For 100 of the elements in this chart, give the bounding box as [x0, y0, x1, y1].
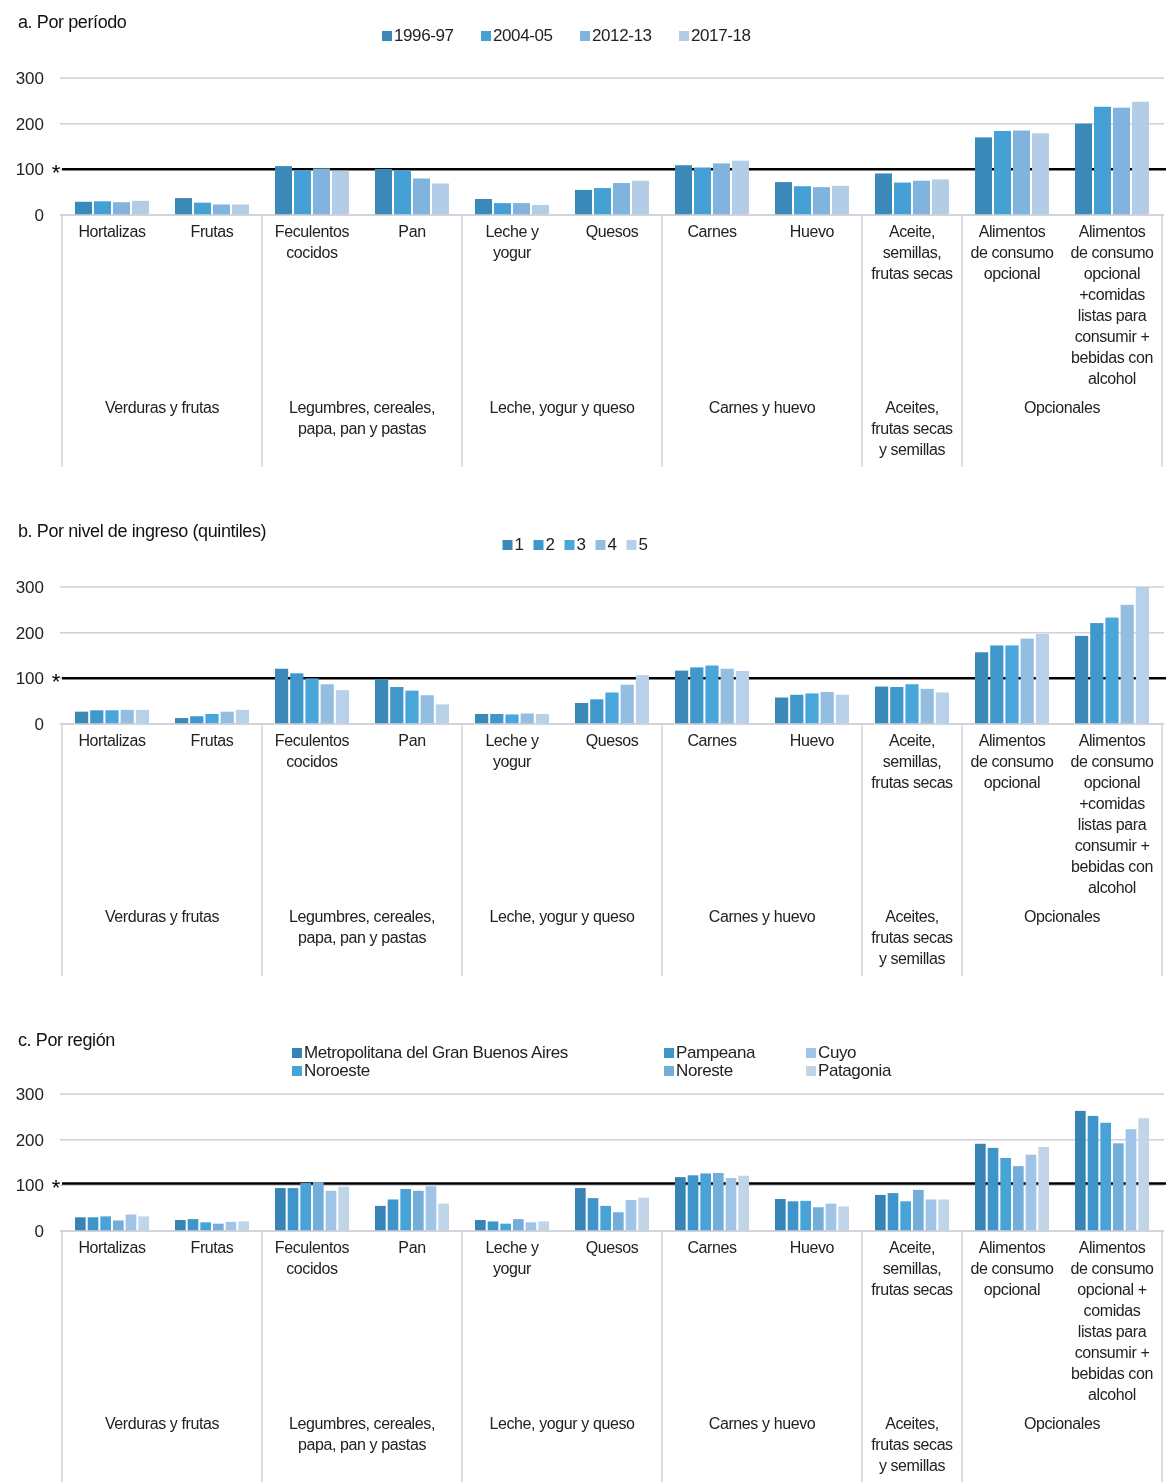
bar — [113, 202, 130, 215]
bar — [538, 1221, 549, 1231]
x-tick-label: Huevo — [789, 1239, 835, 1256]
bar — [735, 671, 749, 724]
text: Aceites, frutas secas y semillas — [871, 399, 954, 458]
x-tick-label: Huevo — [789, 223, 835, 240]
x-tick-label: Quesos — [585, 223, 639, 240]
legend-label: 3 — [576, 535, 586, 554]
bar — [325, 1190, 337, 1231]
bar — [375, 168, 392, 215]
bar — [832, 185, 849, 215]
bar — [1025, 1154, 1037, 1231]
bar — [105, 710, 119, 724]
bar — [305, 678, 319, 724]
bar — [275, 1188, 286, 1231]
bar — [1075, 1110, 1086, 1231]
bar — [720, 668, 734, 724]
bar — [713, 163, 730, 215]
x-tick-label: Aceite, semillas, frutas secas — [871, 732, 954, 791]
bar — [275, 166, 292, 215]
bar — [1138, 1118, 1149, 1231]
bar — [375, 1205, 386, 1231]
bar — [413, 1190, 424, 1231]
bar — [875, 1194, 886, 1231]
bar — [505, 714, 519, 724]
bar — [725, 1178, 737, 1231]
bar — [800, 1200, 811, 1231]
legend-label: 2 — [545, 535, 555, 554]
x-tick-label: Feculentos cocidos — [274, 732, 350, 770]
bar — [875, 173, 892, 215]
legend-label: Cuyo — [818, 1043, 857, 1062]
y-tick-label: 300 — [15, 69, 44, 88]
x-tick-label: Frutas — [190, 1239, 234, 1256]
bar — [238, 1221, 249, 1231]
bar — [513, 1219, 524, 1231]
legend-label: 4 — [607, 535, 617, 554]
bar — [1125, 1129, 1137, 1231]
bar — [520, 713, 534, 724]
text: Verduras y frutas — [104, 1415, 220, 1432]
bar — [794, 186, 811, 215]
bar — [632, 180, 649, 215]
bar — [400, 1188, 411, 1231]
bar — [575, 1188, 586, 1231]
text: Opcionales — [1023, 399, 1101, 416]
bar — [575, 189, 592, 215]
x-tick-label: Carnes — [687, 732, 737, 749]
bar — [287, 1188, 299, 1231]
y-tick-label: 0 — [34, 715, 44, 734]
bar — [887, 1193, 899, 1231]
legend-label: 1 — [514, 535, 524, 554]
bar — [1075, 635, 1089, 724]
bar — [1135, 587, 1149, 724]
text: Opcionales — [1023, 1415, 1101, 1432]
y-tick-label: 200 — [15, 623, 44, 643]
bar — [894, 182, 911, 215]
bar — [613, 1212, 624, 1231]
bar — [994, 130, 1011, 215]
bar — [687, 1175, 699, 1231]
bar — [638, 1197, 649, 1231]
x-tick-label: Quesos — [585, 732, 639, 749]
y-tick-label: 100 — [15, 160, 44, 180]
bar — [200, 1222, 211, 1231]
x-tick-label: Hortalizas — [78, 732, 146, 749]
bar — [294, 170, 311, 215]
bar — [620, 684, 634, 724]
bar — [1087, 1115, 1099, 1231]
bar — [132, 200, 149, 215]
bar — [738, 1175, 749, 1231]
x-tick-label: Carnes — [687, 223, 737, 240]
y-tick-label: 100 — [15, 1176, 44, 1196]
bar — [590, 699, 604, 724]
bar — [775, 182, 792, 215]
bar — [1094, 106, 1111, 215]
bar — [1075, 123, 1092, 215]
bar — [475, 199, 492, 215]
text: Aceites, frutas secas y semillas — [871, 1415, 954, 1474]
x-tick-label: Alimentos de consumo opcional — [970, 223, 1055, 282]
bar — [594, 188, 611, 215]
text: Verduras y frutas — [104, 399, 220, 416]
bar — [335, 690, 349, 724]
x-tick-label: Hortalizas — [78, 223, 146, 240]
bar — [275, 668, 289, 724]
legend-label: Pampeana — [676, 1043, 756, 1062]
bar — [875, 686, 889, 724]
bar — [775, 1199, 786, 1231]
bar — [313, 1182, 324, 1231]
x-tick-label: Frutas — [190, 732, 234, 749]
x-tick-label: Pan — [398, 223, 426, 240]
x-tick-label: Alimentos de consumo opcional +comidas listas para consumir + bebidas con alcohol — [1070, 732, 1155, 896]
bar — [387, 1199, 399, 1231]
bar — [790, 694, 804, 724]
bar — [313, 168, 330, 215]
bar — [1113, 1143, 1124, 1231]
bar — [405, 690, 419, 724]
bar — [320, 684, 334, 724]
bar — [205, 713, 219, 724]
x-tick-label: Leche y yogur — [485, 1239, 540, 1277]
text: Leche, yogur y queso — [489, 1415, 635, 1432]
x-tick-label: Alimentos de consumo opcional — [970, 1239, 1055, 1298]
bar — [705, 665, 719, 724]
